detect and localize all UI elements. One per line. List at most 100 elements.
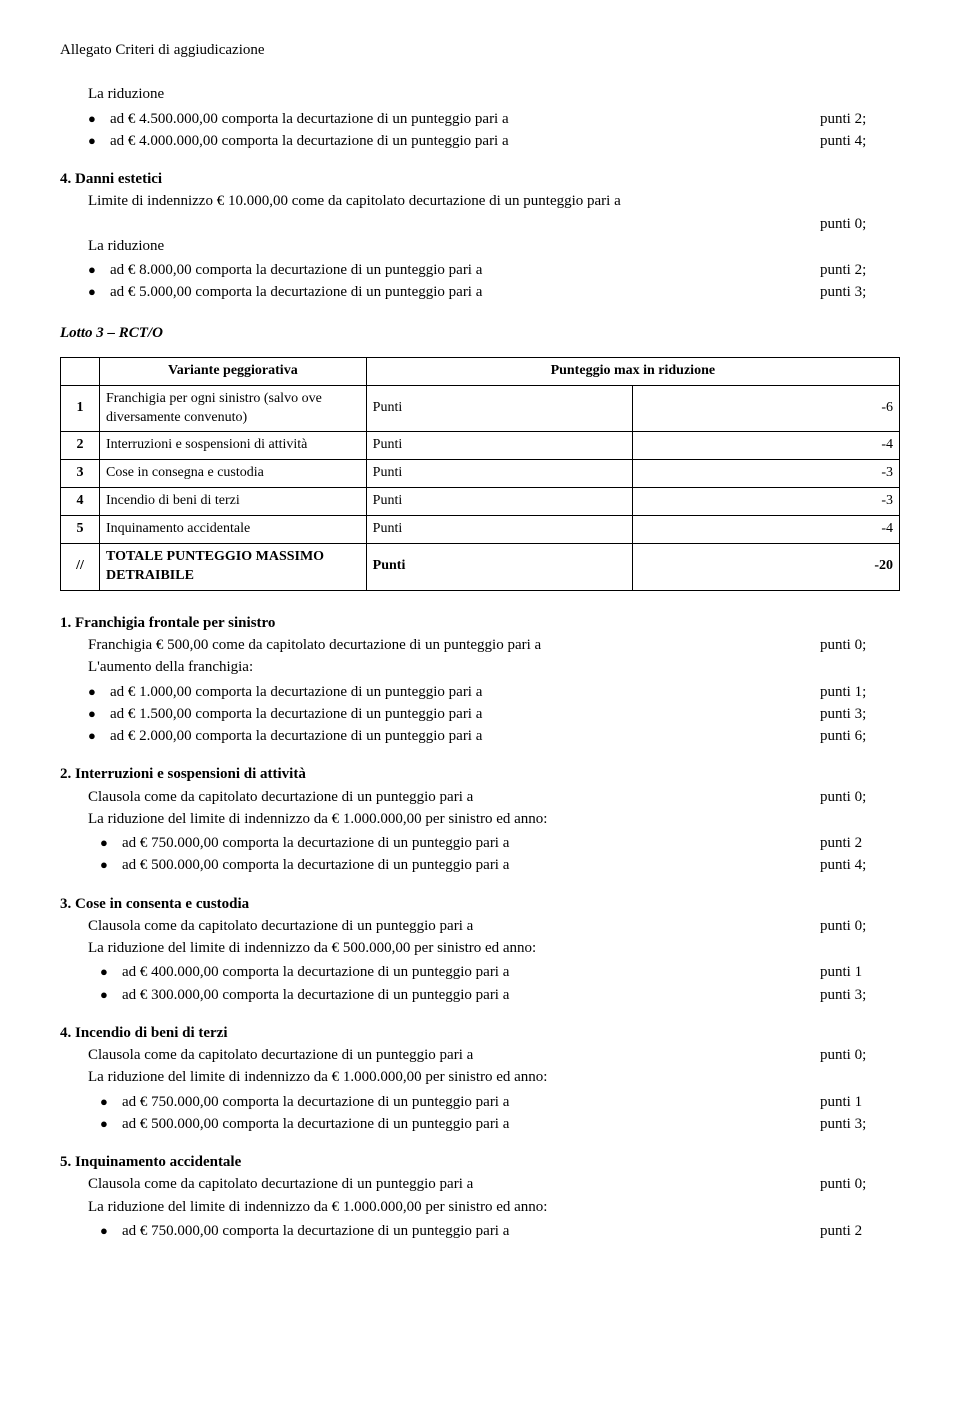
bullet-icon: ● [88, 705, 110, 723]
page-header: Allegato Criteri di aggiudicazione [60, 40, 900, 60]
lotto-table: Variante peggiorativa Punteggio max in r… [60, 357, 900, 591]
bullet-item: ● ad € 4.000.000,00 comporta la decurtaz… [88, 131, 900, 151]
row-num: 2 [61, 432, 100, 460]
bullet-item: ● ad € 750.000,00 comporta la decurtazio… [100, 833, 900, 853]
s1-line1: Franchigia € 500,00 come da capitolato d… [88, 635, 900, 655]
bullet-text: ad € 2.000,00 comporta la decurtazione d… [110, 726, 820, 746]
bullet-item: ● ad € 8.000,00 comporta la decurtazione… [88, 260, 900, 280]
bullet-text: ad € 8.000,00 comporta la decurtazione d… [110, 260, 820, 280]
table-row: 5 Inquinamento accidentale Punti -4 [61, 516, 900, 544]
intro-block: La riduzione ● ad € 4.500.000,00 comport… [88, 84, 900, 151]
bullet-item: ● ad € 1.000,00 comporta la decurtazione… [88, 682, 900, 702]
s2-title: 2. Interruzioni e sospensioni di attivit… [60, 764, 900, 784]
table-row: 2 Interruzioni e sospensioni di attività… [61, 432, 900, 460]
bullet-icon: ● [100, 1222, 122, 1240]
table-header-row: Variante peggiorativa Punteggio max in r… [61, 357, 900, 385]
danni-limite: Limite di indennizzo € 10.000,00 come da… [88, 191, 900, 211]
s3-line1-left: Clausola come da capitolato decurtazione… [88, 916, 820, 936]
total-num: // [61, 543, 100, 590]
s4-title: 4. Incendio di beni di terzi [60, 1023, 900, 1043]
s3-bullets: ● ad € 400.000,00 comporta la decurtazio… [100, 962, 900, 1005]
bullet-text: ad € 400.000,00 comporta la decurtazione… [122, 962, 820, 982]
row-plabel: Punti [366, 516, 633, 544]
row-pval: -3 [633, 488, 900, 516]
s3-line1: Clausola come da capitolato decurtazione… [88, 916, 900, 936]
s4-line1-right: punti 0; [820, 1045, 900, 1065]
total-desc: TOTALE PUNTEGGIO MASSIMO DETRAIBILE [100, 543, 367, 590]
row-plabel: Punti [366, 385, 633, 432]
s5-line2: La riduzione del limite di indennizzo da… [88, 1197, 900, 1217]
row-plabel: Punti [366, 460, 633, 488]
bullet-text: ad € 750.000,00 comporta la decurtazione… [122, 833, 820, 853]
bullet-icon: ● [100, 963, 122, 981]
bullet-text: ad € 500.000,00 comporta la decurtazione… [122, 855, 820, 875]
th-variante: Variante peggiorativa [100, 357, 367, 385]
bullet-item: ● ad € 4.500.000,00 comporta la decurtaz… [88, 109, 900, 129]
bullet-icon: ● [88, 132, 110, 150]
bullet-points: punti 2; [820, 260, 900, 280]
s1-line1-left: Franchigia € 500,00 come da capitolato d… [88, 635, 820, 655]
total-pval: -20 [633, 543, 900, 590]
s5-block: Clausola come da capitolato decurtazione… [88, 1174, 900, 1217]
bullet-icon: ● [88, 683, 110, 701]
row-num: 3 [61, 460, 100, 488]
intro-bullets: ● ad € 4.500.000,00 comporta la decurtaz… [88, 109, 900, 152]
row-desc: Franchigia per ogni sinistro (salvo ove … [100, 385, 367, 432]
s3-line1-right: punti 0; [820, 916, 900, 936]
bullet-icon: ● [100, 986, 122, 1004]
s5-bullets: ● ad € 750.000,00 comporta la decurtazio… [100, 1221, 900, 1241]
s1-aumento: L'aumento della franchigia: [88, 657, 900, 677]
bullet-text: ad € 500.000,00 comporta la decurtazione… [122, 1114, 820, 1134]
bullet-item: ● ad € 1.500,00 comporta la decurtazione… [88, 704, 900, 724]
bullet-item: ● ad € 400.000,00 comporta la decurtazio… [100, 962, 900, 982]
s1-title: 1. Franchigia frontale per sinistro [60, 613, 900, 633]
s2-bullets: ● ad € 750.000,00 comporta la decurtazio… [100, 833, 900, 876]
danni-block: Limite di indennizzo € 10.000,00 come da… [88, 191, 900, 302]
row-pval: -4 [633, 432, 900, 460]
danni-limite-right: punti 0; [820, 214, 900, 234]
bullet-item: ● ad € 500.000,00 comporta la decurtazio… [100, 855, 900, 875]
lotto-title: Lotto 3 – RCT/O [60, 323, 900, 343]
s1-block: Franchigia € 500,00 come da capitolato d… [88, 635, 900, 746]
bullet-text: ad € 1.500,00 comporta la decurtazione d… [110, 704, 820, 724]
s5-line1: Clausola come da capitolato decurtazione… [88, 1174, 900, 1194]
bullet-item: ● ad € 2.000,00 comporta la decurtazione… [88, 726, 900, 746]
total-plabel: Punti [366, 543, 633, 590]
s2-line2: La riduzione del limite di indennizzo da… [88, 809, 900, 829]
bullet-points: punti 6; [820, 726, 900, 746]
s4-block: Clausola come da capitolato decurtazione… [88, 1045, 900, 1088]
bullet-text: ad € 750.000,00 comporta la decurtazione… [122, 1092, 820, 1112]
s4-line1-left: Clausola come da capitolato decurtazione… [88, 1045, 820, 1065]
bullet-icon: ● [100, 856, 122, 874]
bullet-points: punti 3; [820, 704, 900, 724]
bullet-text: ad € 5.000,00 comporta la decurtazione d… [110, 282, 820, 302]
bullet-item: ● ad € 750.000,00 comporta la decurtazio… [100, 1092, 900, 1112]
row-num: 4 [61, 488, 100, 516]
row-plabel: Punti [366, 488, 633, 516]
s4-line2: La riduzione del limite di indennizzo da… [88, 1067, 900, 1087]
row-desc: Cose in consegna e custodia [100, 460, 367, 488]
bullet-points: punti 1 [820, 1092, 900, 1112]
bullet-text: ad € 4.500.000,00 comporta la decurtazio… [110, 109, 820, 129]
bullet-text: ad € 4.000.000,00 comporta la decurtazio… [110, 131, 820, 151]
s4-bullets: ● ad € 750.000,00 comporta la decurtazio… [100, 1092, 900, 1135]
bullet-text: ad € 1.000,00 comporta la decurtazione d… [110, 682, 820, 702]
s3-title: 3. Cose in consenta e custodia [60, 894, 900, 914]
s2-line1: Clausola come da capitolato decurtazione… [88, 787, 900, 807]
bullet-icon: ● [88, 283, 110, 301]
intro-la-riduzione: La riduzione [88, 84, 900, 104]
bullet-item: ● ad € 300.000,00 comporta la decurtazio… [100, 985, 900, 1005]
row-plabel: Punti [366, 432, 633, 460]
row-desc: Incendio di beni di terzi [100, 488, 367, 516]
bullet-points: punti 3; [820, 985, 900, 1005]
s2-line1-left: Clausola come da capitolato decurtazione… [88, 787, 820, 807]
table-row: 3 Cose in consegna e custodia Punti -3 [61, 460, 900, 488]
bullet-icon: ● [88, 727, 110, 745]
bullet-icon: ● [88, 110, 110, 128]
bullet-text: ad € 300.000,00 comporta la decurtazione… [122, 985, 820, 1005]
s5-line1-right: punti 0; [820, 1174, 900, 1194]
bullet-icon: ● [88, 261, 110, 279]
bullet-points: punti 4; [820, 855, 900, 875]
s1-line1-right: punti 0; [820, 635, 900, 655]
row-desc: Inquinamento accidentale [100, 516, 367, 544]
